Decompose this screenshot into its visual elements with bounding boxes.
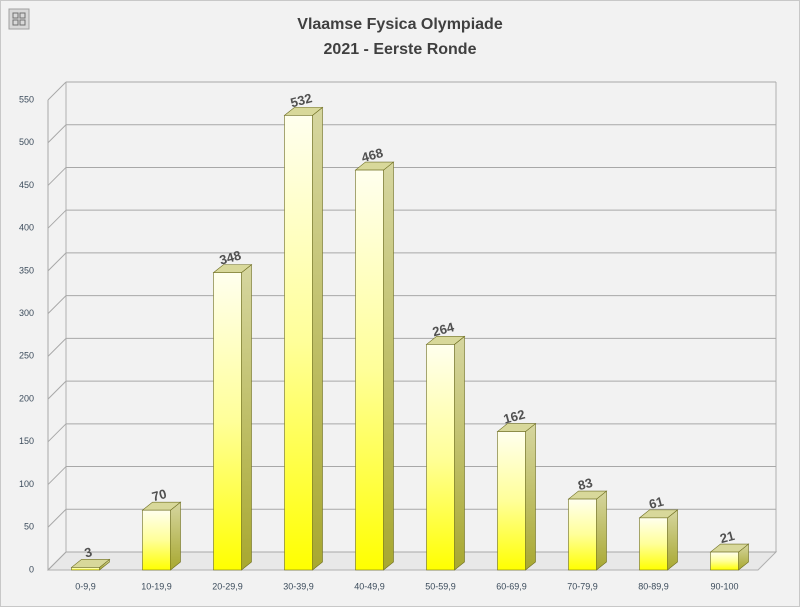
x-tick-label: 80-89,9 — [638, 581, 669, 591]
y-tick-label: 400 — [19, 223, 34, 233]
y-tick-label: 500 — [19, 137, 34, 147]
value-label: 3 — [83, 544, 94, 560]
bar-side — [454, 335, 465, 571]
y-tick-label: 50 — [24, 522, 34, 532]
value-label: 348 — [218, 248, 243, 268]
value-label: 61 — [647, 494, 665, 512]
x-tick-label: 0-9,9 — [75, 581, 96, 591]
bar — [710, 551, 739, 571]
side-grid-line — [47, 295, 67, 314]
value-label: 83 — [576, 475, 594, 493]
value-label: 21 — [718, 528, 736, 546]
chart-subtitle: 2021 - Eerste Ronde — [324, 41, 477, 58]
y-tick-label: 200 — [19, 393, 34, 403]
x-tick-label: 40-49,9 — [354, 581, 385, 591]
bar — [355, 169, 384, 571]
bar-side — [170, 501, 181, 571]
y-tick-label: 250 — [19, 351, 34, 361]
x-tick-label: 90-100 — [710, 581, 738, 591]
bar-side — [525, 422, 536, 571]
x-tick-label: 10-19,9 — [141, 581, 172, 591]
bar-side — [312, 106, 323, 571]
x-tick-label: 20-29,9 — [212, 581, 243, 591]
value-label: 468 — [360, 145, 385, 165]
side-grid-line — [47, 380, 67, 400]
side-grid-line — [47, 508, 67, 528]
side-grid-line — [47, 124, 67, 144]
y-tick-label: 550 — [19, 94, 34, 104]
bar-side — [383, 161, 394, 571]
y-tick-label: 350 — [19, 265, 34, 275]
y-tick-label: 300 — [19, 308, 34, 318]
x-tick-label: 60-69,9 — [496, 581, 527, 591]
side-grid-line — [47, 423, 67, 443]
side-grid-line — [47, 81, 67, 101]
expand-icon[interactable] — [8, 8, 30, 30]
side-grid-line — [47, 551, 67, 571]
bar — [71, 567, 100, 571]
side-grid-line — [47, 167, 67, 186]
value-label: 70 — [150, 486, 168, 504]
side-grid-line — [47, 338, 67, 357]
value-label: 264 — [431, 319, 457, 339]
bar — [213, 272, 242, 571]
x-tick-label: 50-59,9 — [425, 581, 456, 591]
chart-title: Vlaamse Fysica Olympiade — [297, 16, 503, 33]
x-tick-label: 70-79,9 — [567, 581, 598, 591]
y-tick-label: 150 — [19, 436, 34, 446]
bar — [426, 344, 455, 571]
bar — [142, 509, 171, 571]
value-label: 532 — [289, 90, 314, 110]
x-tick-label: 30-39,9 — [283, 581, 314, 591]
bar-side — [241, 263, 252, 571]
bar — [497, 431, 526, 571]
bar — [568, 498, 597, 571]
bar-side — [667, 509, 678, 571]
value-label: 162 — [502, 406, 527, 426]
y-tick-label: 450 — [19, 180, 34, 190]
side-grid-line — [47, 209, 67, 229]
y-tick-label: 100 — [19, 479, 34, 489]
y-tick-label: 0 — [29, 564, 34, 574]
side-grid-line — [47, 466, 67, 485]
bar — [284, 115, 313, 571]
bar-side — [596, 490, 607, 571]
side-grid-line — [47, 252, 67, 272]
bar — [639, 517, 668, 571]
